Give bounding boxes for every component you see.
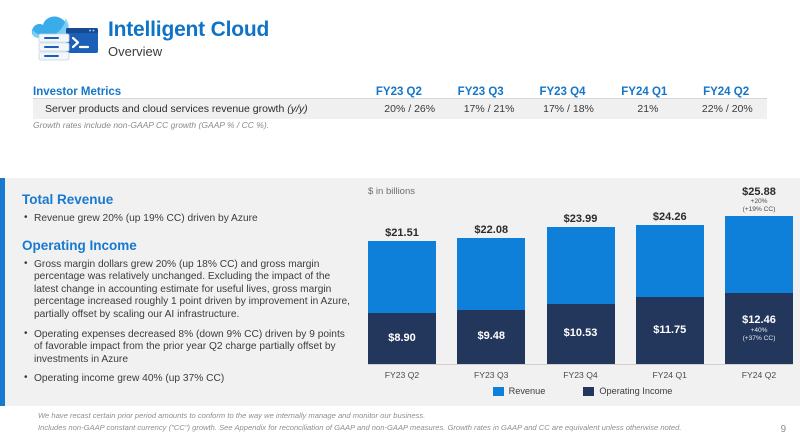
chart-category-label: FY23 Q3 <box>474 370 509 380</box>
bar-segment-operating-income: $12.46 +40% (+37% CC) <box>725 292 793 364</box>
bar-group-fy23-q4: $10.53 <box>546 226 615 364</box>
column-header-fy23q4: FY23 Q4 <box>539 86 586 98</box>
heading-total-revenue: Total Revenue <box>22 192 114 207</box>
slide-header: Intelligent Cloud Overview <box>0 0 800 70</box>
bar-segment-operating-income: $9.48 <box>457 309 526 364</box>
bar-value-revenue: $25.88 +20% (+19% CC) <box>725 186 793 214</box>
legend-swatch-operating-income <box>583 386 595 396</box>
bar-group-fy23-q3: $9.48 <box>457 237 526 364</box>
bar-annotation-revenue-cc: (+19% CC) <box>742 206 776 214</box>
column-header-metric: Investor Metrics <box>33 86 122 98</box>
row-label-qualifier: (y/y) <box>287 103 308 115</box>
bar-value-operating-income: $12.46 <box>742 313 776 326</box>
list-item: Revenue grew 20% (up 19% CC) driven by A… <box>22 212 352 226</box>
legend-swatch-revenue <box>492 386 504 396</box>
legend-item-revenue: Revenue <box>492 386 546 396</box>
chart-legend: Revenue Operating Income <box>365 386 800 396</box>
cell-fy23q3: 17% / 21% <box>463 103 515 115</box>
bar-segment-operating-income: $11.75 <box>635 296 704 364</box>
heading-operating-income: Operating Income <box>22 237 137 253</box>
bar-value-revenue-text: $24.26 <box>652 211 687 224</box>
footnote-1: We have recast certain prior period amou… <box>38 411 426 420</box>
investor-metrics-table: Investor Metrics FY23 Q2 FY23 Q3 FY23 Q4… <box>33 78 767 119</box>
bar-group-fy24-q2: $12.46 +40% (+37% CC) <box>725 216 793 364</box>
revenue-operating-income-chart: $ in billions $8.90 $9.48 $10.53 $11.75 $12.… <box>365 178 800 406</box>
chart-category-label: FY23 Q2 <box>384 370 420 380</box>
title-block: Intelligent Cloud Overview <box>108 18 269 61</box>
chart-unit-label: $ in billions <box>368 186 415 197</box>
chart-plot-area: $8.90 $9.48 $10.53 $11.75 $12.46 +40% (+37% CC… <box>368 204 793 364</box>
chart-category-label: FY23 Q4 <box>563 370 598 380</box>
chart-category-label: FY24 Q2 <box>741 370 777 380</box>
table-row: Server products and cloud services reven… <box>33 99 767 119</box>
page-subtitle: Overview <box>108 44 163 59</box>
footnote-2: Includes non-GAAP constant currency ("CC… <box>38 422 682 432</box>
content-panel: Total Revenue Revenue grew 20% (up 19% C… <box>0 178 800 406</box>
bar-group-fy24-q1: $11.75 <box>635 225 704 364</box>
panel-accent-bar <box>0 178 5 406</box>
legend-item-operating-income: Operating Income <box>583 386 672 396</box>
bar-value-revenue-text: $22.08 <box>474 223 509 236</box>
row-label-text: Server products and cloud services reven… <box>45 103 285 115</box>
chart-x-axis <box>368 364 793 365</box>
footer-notes: We have recast certain prior period amou… <box>38 410 738 433</box>
list-item: Operating income grew 40% (up 37% CC) <box>22 372 352 386</box>
bar-value-operating-income: $11.75 <box>653 323 687 336</box>
column-header-fy23q3: FY23 Q3 <box>457 86 504 98</box>
cell-fy23q4: 17% / 18% <box>543 103 594 115</box>
bar-group-fy23-q2: $8.90 <box>368 241 436 364</box>
list-item: Operating expenses decreased 8% (down 9%… <box>22 328 352 367</box>
cell-fy24q2: 22% / 20% <box>701 103 753 115</box>
legend-label-operating-income: Operating Income <box>599 386 673 396</box>
table-header-row: Investor Metrics FY23 Q2 FY23 Q3 FY23 Q4… <box>33 78 767 99</box>
bar-value-revenue: $23.99 <box>547 213 615 225</box>
intelligent-cloud-icon <box>26 12 102 62</box>
bar-annotation-operating-income-growth: +40% <box>750 326 768 334</box>
bar-value-revenue-text: $25.88 <box>742 186 776 199</box>
page-title: Intelligent Cloud <box>108 18 270 41</box>
chart-category-label: FY24 Q1 <box>652 370 687 380</box>
bar-annotation-revenue-growth: +20% <box>750 198 768 206</box>
bar-value-operating-income: $9.48 <box>477 330 506 343</box>
bar-segment-operating-income: $10.53 <box>546 303 615 364</box>
bullet-list-operating-income: Gross margin dollars grew 20% (up 18% CC… <box>22 258 352 386</box>
legend-label-revenue: Revenue <box>508 386 546 396</box>
metrics-table-note: Growth rates include non-GAAP CC growth … <box>33 120 270 130</box>
bar-value-operating-income: $8.90 <box>388 332 416 345</box>
bullet-list-total-revenue: Revenue grew 20% (up 19% CC) driven by A… <box>22 212 352 226</box>
column-header-fy24q2: FY24 Q2 <box>703 86 750 98</box>
commentary-column: Total Revenue Revenue grew 20% (up 19% C… <box>22 192 352 393</box>
list-item: Gross margin dollars grew 20% (up 18% CC… <box>22 258 352 322</box>
row-label-server-products: Server products and cloud services reven… <box>33 103 370 115</box>
page-number: 9 <box>780 424 786 435</box>
cell-fy24q1: 21% <box>637 103 659 115</box>
bar-value-revenue-text: $21.51 <box>385 227 419 240</box>
bar-value-revenue: $22.08 <box>457 224 525 236</box>
bar-value-revenue: $21.51 <box>368 227 436 239</box>
column-header-fy24q1: FY24 Q1 <box>621 86 668 98</box>
bar-annotation-operating-income-cc: (+37% CC) <box>742 334 776 342</box>
bar-value-revenue: $24.26 <box>636 211 704 223</box>
bar-value-revenue-text: $23.99 <box>563 212 598 225</box>
bar-segment-operating-income: $8.90 <box>368 313 436 364</box>
bar-value-operating-income: $10.53 <box>563 327 598 340</box>
cell-fy23q2: 20% / 26% <box>384 103 436 115</box>
column-header-fy23q2: FY23 Q2 <box>375 86 422 98</box>
